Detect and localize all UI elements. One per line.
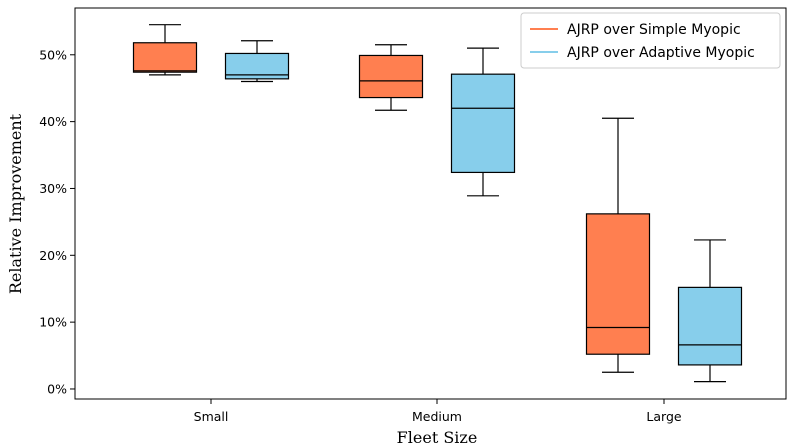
iqr-box	[585, 213, 651, 355]
iqr-box	[358, 54, 424, 99]
x-tick-label: Large	[646, 409, 681, 424]
y-axis-title: Relative Improvement	[6, 113, 25, 294]
iqr-box	[677, 286, 743, 366]
y-tick-label: 10%	[39, 315, 67, 330]
box-small-series-2	[224, 40, 290, 83]
legend-label: AJRP over Adaptive Myopic	[567, 45, 755, 61]
legend-label: AJRP over Simple Myopic	[567, 22, 741, 38]
box-small-series-1	[132, 24, 198, 76]
box-medium-series-2	[450, 47, 516, 197]
legend: AJRP over Simple Myopic AJRP over Adaptiv…	[520, 12, 781, 69]
box-large-series-2	[677, 239, 743, 383]
x-tick-label: Small	[194, 409, 229, 424]
legend-frame	[520, 12, 781, 69]
x-axis-title: Fleet Size	[397, 428, 478, 446]
iqr-box	[450, 73, 516, 174]
y-tick-label: 20%	[39, 248, 67, 263]
y-tick-label: 30%	[39, 181, 67, 196]
y-tick-label: 40%	[39, 114, 67, 129]
box-medium-series-1	[358, 44, 424, 111]
x-tick-label: Medium	[412, 409, 462, 424]
plot-frame	[74, 7, 787, 400]
iqr-box	[132, 42, 198, 73]
y-tick-label: 0%	[47, 381, 67, 396]
box-large-series-1	[585, 117, 651, 373]
y-tick-label: 50%	[39, 47, 67, 62]
